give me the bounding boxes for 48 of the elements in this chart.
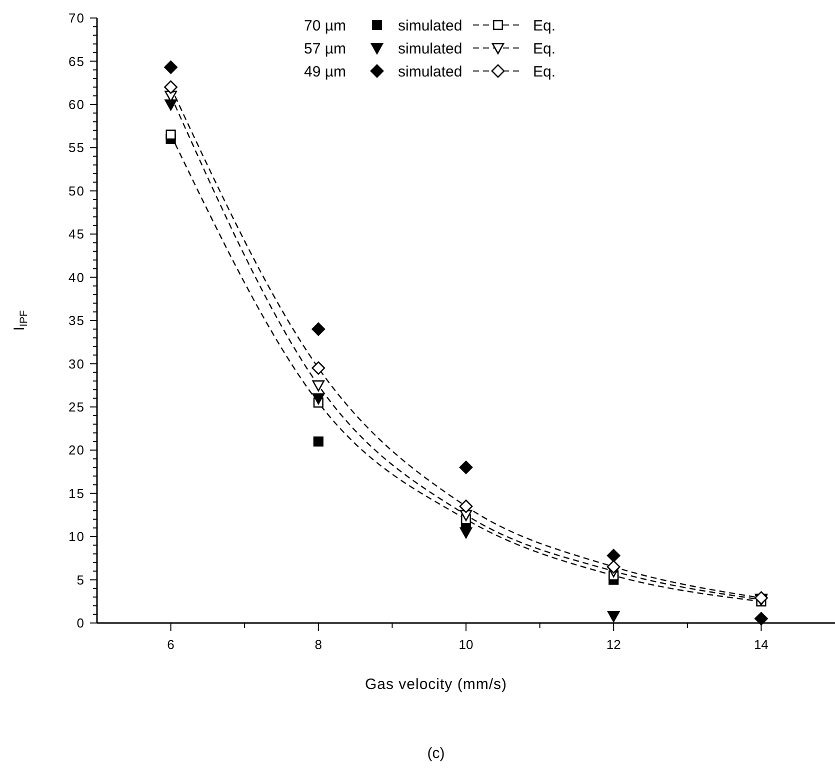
point <box>166 130 176 140</box>
y-tick-label: 45 <box>68 226 85 242</box>
point <box>312 361 326 375</box>
y-tick-label: 65 <box>68 54 85 69</box>
x-tick-label: 12 <box>606 637 621 652</box>
y-tick-label: 5 <box>76 572 85 588</box>
legend-label: simulated <box>398 40 462 58</box>
x-axis-title: Gas velocity (mm/s) <box>364 676 508 693</box>
y-tick-label: 10 <box>68 529 85 544</box>
point <box>606 548 620 562</box>
y-tick-label: 50 <box>68 183 85 198</box>
y-tick-label: 25 <box>68 399 85 414</box>
x-tick-label: 8 <box>314 637 322 652</box>
point <box>164 80 178 94</box>
legend-label: Eq. <box>533 17 556 34</box>
x-tick-label: 10 <box>458 637 474 652</box>
annotation: 49 µm <box>304 63 346 80</box>
point <box>313 436 324 447</box>
legend-label: Eq. <box>533 63 556 80</box>
annotation: 70 µm <box>304 17 346 34</box>
legend-label: Eq. <box>533 40 556 58</box>
x-tick-label: 14 <box>754 637 768 652</box>
y-tick-label: 15 <box>68 486 85 501</box>
point <box>607 611 620 622</box>
point <box>312 393 325 404</box>
text: (c) <box>427 745 445 762</box>
legend-label: simulated <box>398 17 462 34</box>
legend-label: simulated <box>398 63 462 80</box>
point <box>164 60 178 74</box>
y-tick-label: 30 <box>68 356 85 372</box>
y-tick-label: 0 <box>76 616 85 631</box>
annotation: 57 µm <box>304 40 346 58</box>
point <box>164 99 177 111</box>
point <box>754 591 768 605</box>
y-tick-label: 60 <box>68 96 85 112</box>
point <box>312 380 325 392</box>
x-tick-label: 6 <box>167 637 174 652</box>
y-tick-label: 35 <box>68 313 85 328</box>
y-tick-label: 55 <box>68 140 85 156</box>
point <box>312 322 326 336</box>
point <box>754 612 768 626</box>
y-tick-label: 70 <box>68 10 85 26</box>
y-tick-label: 40 <box>68 270 85 285</box>
point <box>460 527 472 538</box>
point <box>606 560 620 574</box>
y-tick-label: 20 <box>68 442 85 458</box>
point <box>459 460 473 474</box>
point <box>459 500 473 514</box>
